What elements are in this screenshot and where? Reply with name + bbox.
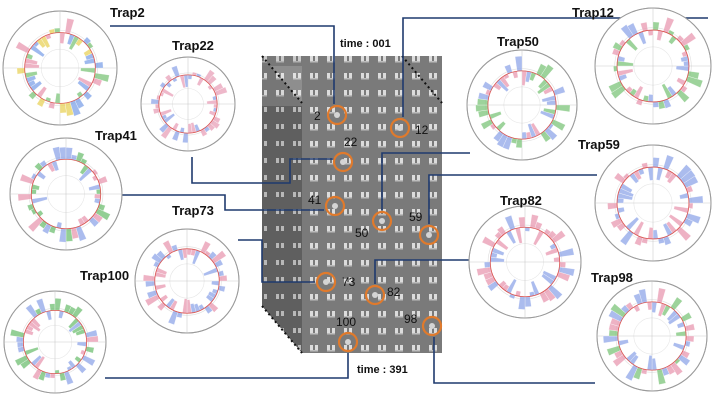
connector-trap41 [122,194,324,211]
trap-number-12: 12 [415,123,429,137]
trap-number-59: 59 [409,210,423,224]
trap-title-trap100: Trap100 [80,268,130,283]
trap-number-41: 41 [308,193,322,207]
connector-trap12 [402,17,708,117]
trap-number-2: 2 [314,109,321,123]
connector-trap2 [110,25,335,104]
trap-title-trap2: Trap2 [110,5,145,20]
polar-plot-trap50 [466,49,578,161]
stack-back-frame [262,56,302,353]
trap-marker-trap22 [332,151,354,173]
trap-title-trap50: Trap50 [497,34,539,49]
polar-plot-trap82 [468,205,582,319]
polar-plot-trap73 [134,228,240,334]
trap-marker-trap98 [421,315,443,337]
connector-trap82 [374,259,469,284]
perspective-line-top-left [261,55,303,104]
trap-title-trap22: Trap22 [172,38,214,53]
connector-trap98 [433,337,595,384]
trap-title-trap41: Trap41 [95,128,137,143]
connector-trap59 [428,174,597,224]
connector-trap100 [105,353,349,379]
trap-title-trap82: Trap82 [500,193,542,208]
perspective-line-bottom-left [261,305,303,354]
trap-marker-trap2 [326,104,348,126]
trap-marker-trap12 [389,117,411,139]
trap-title-trap59: Trap59 [578,137,620,152]
trap-marker-trap100 [337,331,359,353]
polar-plots [2,7,712,394]
polar-plot-trap2 [2,10,118,126]
polar-plot-trap22 [140,56,236,152]
polar-plot-trap59 [594,144,712,262]
trap-number-100: 100 [336,315,357,329]
polar-plot-trap41 [9,137,123,251]
trap-number-22: 22 [344,135,358,149]
connector-trap50 [381,152,470,210]
polar-plot-trap100 [3,290,107,394]
trap-marker-trap73 [315,271,337,293]
time-label-end: time : 391 [357,364,408,376]
trap-markers [315,104,443,353]
trap-marker-trap59 [418,224,440,246]
trap-title-trap73: Trap73 [172,203,214,218]
trap-title-trap12: Trap12 [572,5,614,20]
stack-front-frame-top [262,56,402,106]
trap-marker-trap41 [324,195,346,217]
connector-trap73 [238,239,315,283]
trap-title-trap98: Trap98 [591,270,633,285]
connector-lines [105,17,708,384]
trap-marker-trap50 [371,210,393,232]
polar-plot-trap98 [596,280,708,392]
connector-trap22 [191,157,334,184]
time-label-start: time : 001 [340,38,391,50]
polar-plot-trap12 [594,7,712,125]
trap-number-82: 82 [387,285,401,299]
trap-number-50: 50 [355,226,369,240]
trap-number-98: 98 [404,312,418,326]
perspective-line-top-right [401,55,443,104]
trap-marker-trap82 [364,284,386,306]
trap-number-73: 73 [342,275,356,289]
